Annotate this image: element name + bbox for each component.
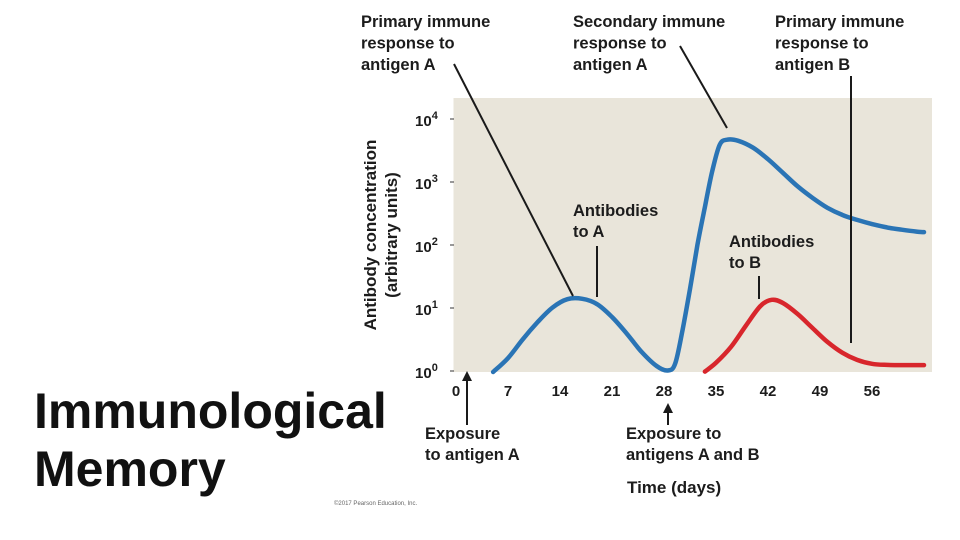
annotation-primary-b-line: Primary immune	[775, 13, 904, 31]
annotation-secondary-a-line: antigen A	[573, 56, 648, 74]
callout-line-secondary-a	[679, 45, 728, 129]
y-tick-base: 10	[415, 365, 432, 382]
annotation-exposure-ab-line: Exposure to	[626, 425, 721, 443]
arrow-head-exposure-a	[462, 371, 472, 381]
annotation-exposure-a-line: to antigen A	[425, 446, 520, 464]
annotation-primary-b: Primary immune response to antigen B	[775, 13, 904, 74]
series-line-antibodies-a	[490, 137, 927, 375]
y-tick-exponent: 0	[432, 362, 438, 374]
y-tick-exponent: 2	[432, 236, 438, 248]
slide-title-line-2: Memory	[34, 441, 226, 497]
y-tick-label: 100	[415, 362, 438, 382]
series-line-antibodies-b	[702, 297, 927, 374]
annotation-exposure-a: Exposure to antigen A	[425, 425, 520, 464]
legend-label-antibodies-a-line: to A	[573, 223, 605, 241]
annotation-labels: Primary immune response to antigen ASecond…	[361, 13, 904, 464]
x-tick-label: 7	[504, 383, 512, 400]
arrow-head-exposure-ab	[663, 403, 673, 413]
annotation-primary-a-line: antigen A	[361, 56, 436, 74]
y-tick-exponent: 3	[432, 173, 438, 185]
y-tick-label: 103	[415, 173, 438, 193]
slide-title: Immunological Memory	[34, 382, 387, 498]
annotation-exposure-ab: Exposure to antigens A and B	[626, 425, 760, 464]
slide-title-line-1: Immunological	[34, 383, 387, 439]
y-axis-label-line-2: (arbitrary units)	[382, 172, 401, 298]
callout-lines	[453, 45, 852, 425]
legend-label-antibodies-b-line: to B	[729, 254, 761, 272]
legend-label-antibodies-b: Antibodies to B	[729, 233, 814, 272]
y-tick-base: 10	[415, 176, 432, 193]
y-tick-base: 10	[415, 113, 432, 130]
x-tick-label: 49	[812, 383, 829, 400]
x-tick-label: 35	[708, 383, 725, 400]
plot-area	[454, 98, 932, 372]
x-tick-label: 42	[760, 383, 777, 400]
annotation-exposure-a-line: Exposure	[425, 425, 500, 443]
annotation-secondary-a-line: response to	[573, 35, 667, 53]
annotation-secondary-a-line: Secondary immune	[573, 13, 725, 31]
annotation-exposure-ab-line: antigens A and B	[626, 446, 760, 464]
legend-label-antibodies-a: Antibodies to A	[573, 202, 658, 241]
y-axis-label-line-1: Antibody concentration	[361, 140, 380, 331]
series-group	[490, 137, 927, 375]
annotation-secondary-a: Secondary immune response to antigen A	[573, 13, 725, 74]
y-tick-exponent: 4	[432, 110, 439, 122]
annotation-primary-a-line: response to	[361, 35, 455, 53]
y-tick-exponent: 1	[432, 299, 438, 311]
copyright: ©2017 Pearson Education, Inc.	[334, 500, 417, 507]
x-tick-label: 0	[452, 383, 460, 400]
x-tick-label: 28	[656, 383, 673, 400]
callout-line-primary-a	[453, 63, 574, 297]
y-tick-base: 10	[415, 239, 432, 256]
x-tick-label: 56	[864, 383, 881, 400]
y-tick-label: 102	[415, 236, 438, 256]
x-axis-label: Time (days)	[627, 478, 721, 497]
annotation-primary-b-line: antigen B	[775, 56, 850, 74]
x-ticks: 0 7 14 21 28 35 42 49 56	[452, 383, 881, 400]
x-tick-label: 21	[604, 383, 621, 400]
y-tick-label: 101	[415, 299, 438, 319]
legend-label-antibodies-a-line: Antibodies	[573, 202, 658, 220]
annotation-primary-a-line: Primary immune	[361, 13, 490, 31]
annotation-primary-a: Primary immune response to antigen A	[361, 13, 490, 74]
annotation-primary-b-line: response to	[775, 35, 869, 53]
legend-label-antibodies-b-line: Antibodies	[729, 233, 814, 251]
y-tick-base: 10	[415, 302, 432, 319]
y-tick-label: 104	[415, 110, 439, 130]
x-tick-label: 14	[552, 383, 569, 400]
